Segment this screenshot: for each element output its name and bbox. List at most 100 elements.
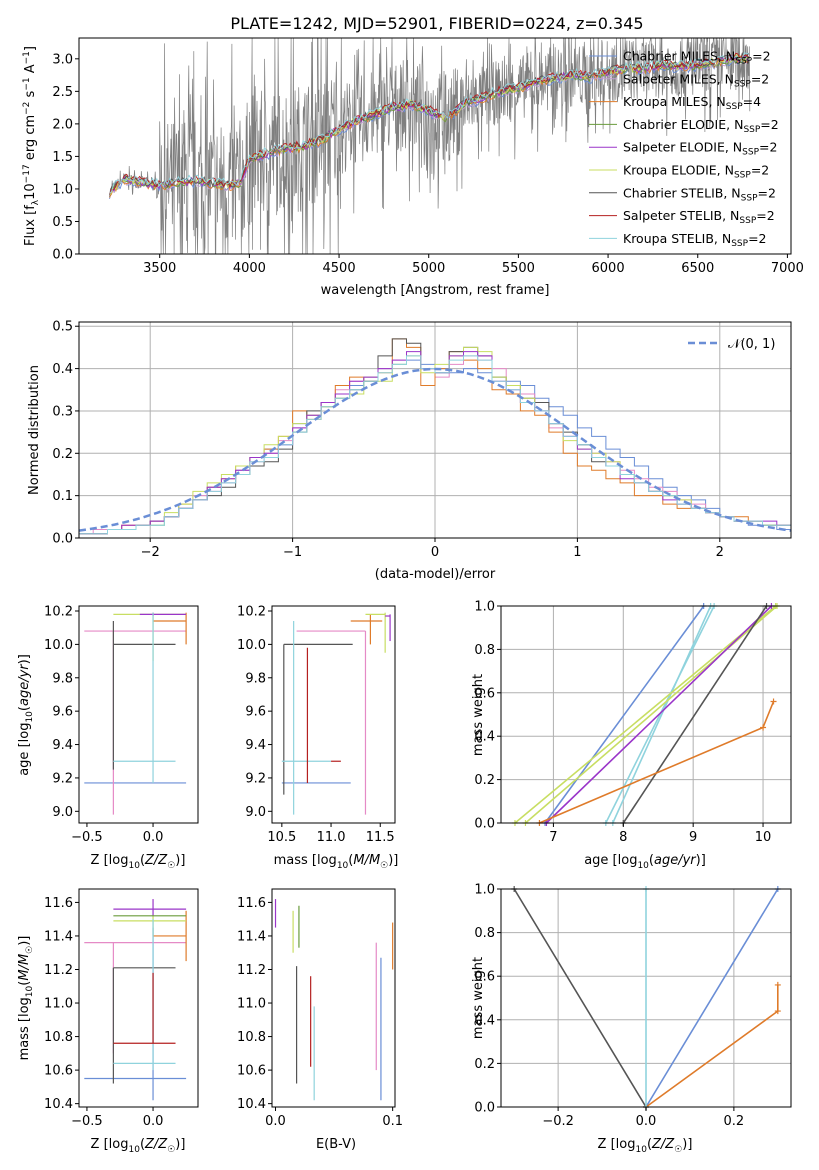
y-tick-label: 9.6: [245, 705, 266, 720]
residuals-panel: −2 −1 0 1 2 0.0 0.1 0.2 0.3 0.4 0.5 𝒩(0, 1) (data-…: [27, 320, 792, 582]
y-tick-label: 0.6: [474, 686, 495, 701]
x-tick-label: 0.0: [636, 1114, 657, 1129]
x-tick-label: 6500: [681, 261, 714, 276]
legend-label: Kroupa STELIB, NSSP=2: [623, 231, 767, 249]
spectrum-marks: [109, 38, 751, 254]
legend-label: Kroupa MILES, NSSP=4: [623, 94, 761, 112]
spectrum-legend: Chabrier MILES, NSSP=2 Salpeter MILES, NS…: [589, 49, 779, 249]
weight-line: [514, 605, 777, 824]
spectrum-xlabel: wavelength [Angstrom, rest frame]: [321, 283, 550, 298]
y-tick-label: 2.0: [52, 117, 73, 132]
normal-curve: [78, 367, 792, 532]
y-tick-label: 0.3: [52, 404, 73, 419]
y-tick-label: 9.2: [52, 771, 73, 786]
y-tick-label: 0.6: [474, 970, 495, 985]
figure-title: PLATE=1242, MJD=52901, FIBERID=0224, z=0…: [230, 14, 643, 33]
x-tick-label: 10.5: [267, 830, 296, 845]
ebv-mass-panel: 0.0 0.1 10.4 10.6 10.8 11.0 11.2 11.4 11.6 E(B-V…: [237, 888, 403, 1152]
y-tick-label: 0.2: [474, 1057, 495, 1072]
y-tick-label: 0.4: [474, 1013, 495, 1028]
mass-age-panel: 10.5 11.0 11.5 9.0 9.2 9.4 9.6 9.8 10.0 10.2 mass…: [237, 605, 398, 871]
residuals-grid: [79, 322, 791, 539]
weight-line: [545, 605, 772, 824]
y-tick-label: 0.5: [52, 320, 73, 335]
z-mass-ylabel: mass [log10(M/M☉)]: [17, 936, 35, 1061]
y-tick-label: 0.4: [52, 362, 73, 377]
x-tick-label: 1: [573, 545, 581, 560]
y-tick-label: 10.6: [237, 1064, 266, 1079]
y-tick-label: 11.6: [44, 896, 73, 911]
weight-marker: [774, 981, 781, 988]
y-tick-label: 9.2: [245, 771, 266, 786]
x-tick-label: 8: [619, 830, 627, 845]
y-tick-label: 3.0: [52, 52, 73, 67]
spectrum-ylabel: Flux [fλ10−17 erg cm−2 s−1 A−1]: [22, 46, 41, 246]
model-spectrum-line: [109, 51, 749, 194]
x-tick-label: 4000: [233, 261, 266, 276]
weight-line: [612, 605, 712, 824]
x-tick-label: −2: [141, 545, 160, 560]
y-tick-label: 0.8: [474, 926, 495, 941]
legend-label: Salpeter STELIB, NSSP=2: [623, 208, 775, 226]
legend-label: Chabrier MILES, NSSP=2: [623, 49, 771, 67]
y-tick-label: 0.4: [474, 730, 495, 745]
z-age-panel: −0.5 0.0 9.0 9.2 9.4 9.6 9.8 10.0 10.2 Z [log10(…: [17, 605, 199, 871]
x-tick-label: 0.1: [382, 1114, 403, 1129]
y-tick-label: 1.0: [474, 883, 495, 898]
y-tick-label: 9.0: [245, 805, 266, 820]
legend-label: Chabrier ELODIE, NSSP=2: [623, 117, 779, 135]
x-tick-label: 11.5: [366, 830, 395, 845]
y-tick-label: 0.0: [474, 1101, 495, 1116]
z-age-marks: [84, 612, 187, 815]
y-tick-label: 9.4: [52, 738, 73, 753]
weight-marker: [760, 724, 767, 731]
observed-spectrum: [109, 38, 751, 254]
x-tick-label: 7: [549, 830, 557, 845]
y-tick-label: 1.0: [474, 600, 495, 615]
residuals-marks: [78, 338, 792, 538]
x-tick-label: 5000: [412, 261, 445, 276]
x-tick-label: 2: [716, 545, 724, 560]
legend-label: Salpeter MILES, NSSP=2: [623, 71, 769, 89]
y-tick-label: 0.8: [474, 643, 495, 658]
x-tick-label: 0.2: [724, 1114, 745, 1129]
y-tick-label: 9.4: [245, 738, 266, 753]
y-tick-label: 11.4: [44, 929, 73, 944]
weight-line: [645, 888, 779, 1108]
y-tick-label: 11.2: [237, 963, 266, 978]
ebv-mass-marks: [274, 899, 394, 1101]
x-tick-label: 0.0: [265, 1114, 286, 1129]
age-weight-marks: [511, 603, 781, 826]
y-tick-label: 0.0: [52, 532, 73, 547]
z-weight-xlabel: Z [log10(Z/Z☉)]: [598, 1137, 693, 1155]
z-weight-marks: [511, 886, 781, 1110]
z-weight-panel: −0.2 0.0 0.2 0.0 0.2 0.4 0.6 0.8 1.0 Z [log10(Z/…: [471, 883, 792, 1155]
y-tick-label: 0.0: [52, 248, 73, 263]
y-tick-label: 0.2: [52, 447, 73, 462]
z-age-ylabel: age [log10(age/yr)]: [17, 654, 35, 776]
x-tick-label: 0: [431, 545, 439, 560]
y-tick-label: 10.2: [237, 605, 266, 620]
y-tick-label: 9.6: [52, 705, 73, 720]
age-weight-panel: 7 8 9 10 0.0 0.2 0.4 0.6 0.8 1.0 age [log10(age/y…: [471, 600, 792, 871]
y-tick-label: 0.0: [474, 817, 495, 832]
x-tick-label: 6000: [592, 261, 625, 276]
weight-line: [622, 605, 768, 824]
z-mass-marks: [84, 899, 187, 1101]
weight-marker: [770, 698, 777, 705]
y-tick-label: 9.8: [245, 671, 266, 686]
residuals-legend: 𝒩(0, 1): [688, 337, 775, 352]
x-tick-label: −1: [283, 545, 302, 560]
x-tick-label: 5500: [502, 261, 535, 276]
z-mass-panel: −0.5 0.0 10.4 10.6 10.8 11.0 11.2 11.4 11.6 Z [l…: [17, 888, 199, 1155]
mass-age-xlabel: mass [log10(M/M☉)]: [274, 853, 399, 871]
y-tick-label: 11.0: [237, 997, 266, 1012]
y-tick-label: 11.2: [44, 963, 73, 978]
y-tick-label: 11.6: [237, 896, 266, 911]
histogram-step: [78, 355, 791, 538]
mass-age-marks: [281, 612, 391, 815]
y-tick-label: 2.5: [52, 85, 73, 100]
weight-line: [645, 984, 779, 1108]
residuals-ylabel: Normed distribution: [27, 365, 42, 495]
y-tick-label: 10.4: [237, 1097, 266, 1112]
